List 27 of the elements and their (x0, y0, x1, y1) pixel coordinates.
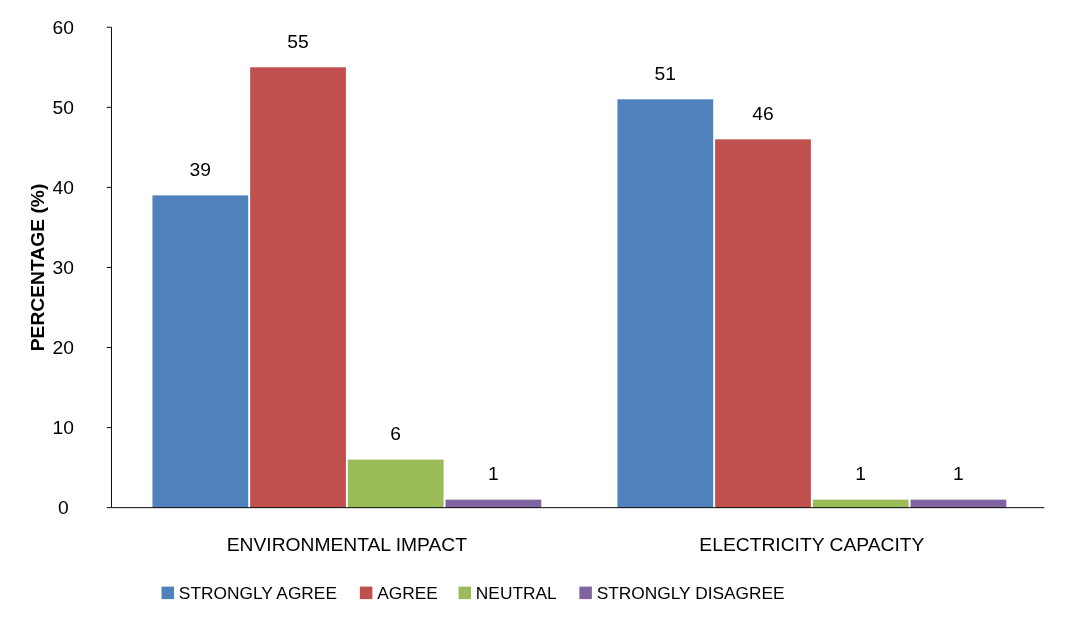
data-label: 6 (390, 423, 402, 445)
legend-label: NEUTRAL (475, 583, 558, 604)
legend-label: AGREE (377, 583, 438, 604)
y-tick-label: 20 (52, 337, 75, 359)
y-tick-label: 10 (52, 417, 75, 439)
bar (617, 99, 714, 508)
bar (250, 67, 346, 508)
data-label: 1 (953, 463, 964, 485)
bar (715, 139, 811, 508)
x-tick-label: ENVIRONMENTAL IMPACT (226, 533, 468, 555)
y-tick-label: 60 (52, 16, 75, 38)
bar (152, 195, 249, 508)
x-tick-label: ELECTRICITY CAPACITY (699, 533, 925, 555)
y-axis-title: PERCENTAGE (%) (27, 183, 49, 352)
data-label: 1 (855, 463, 867, 485)
data-label: 51 (654, 63, 677, 85)
data-label: 46 (752, 103, 774, 125)
data-label: 39 (189, 159, 212, 181)
y-tick-label: 0 (57, 497, 69, 519)
bar (347, 459, 444, 508)
legend-label: STRONGLY AGREE (178, 583, 337, 604)
data-label: 55 (287, 31, 309, 53)
data-label: 1 (488, 463, 499, 485)
legend-label: STRONGLY DISAGREE (596, 583, 785, 604)
y-tick-label: 30 (52, 257, 75, 279)
y-tick-label: 40 (52, 177, 75, 199)
y-tick-label: 50 (52, 97, 75, 119)
